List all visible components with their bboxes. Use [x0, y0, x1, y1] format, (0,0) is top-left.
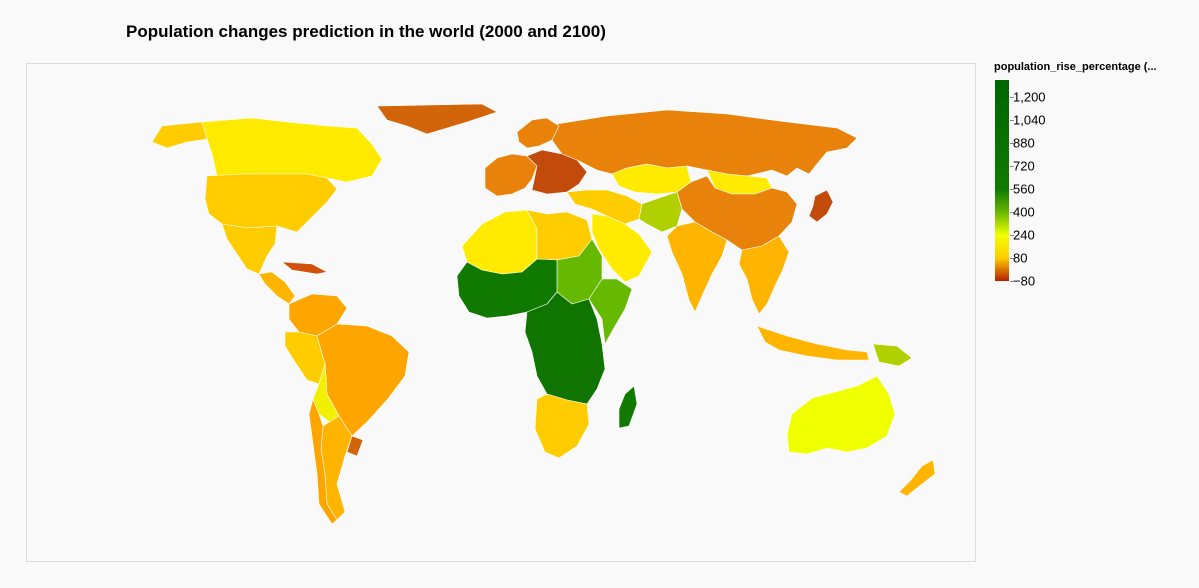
legend-tick-label: 80: [1013, 250, 1028, 266]
legend-tick-mark: [1010, 166, 1014, 168]
region-chile[interactable]: [308, 398, 338, 525]
region-cuba[interactable]: [281, 261, 328, 275]
region-europe-west[interactable]: [484, 153, 538, 197]
legend-tick-mark: [1010, 120, 1014, 122]
region-north-africa[interactable]: [461, 209, 538, 275]
region-greenland[interactable]: [376, 103, 498, 135]
legend-tick-label: 240: [1013, 227, 1035, 243]
legend-tick-mark: [1010, 212, 1014, 214]
region-japan[interactable]: [808, 189, 834, 223]
region-afghanistan-pakistan[interactable]: [638, 191, 683, 233]
region-southeast-asia[interactable]: [738, 235, 790, 315]
region-madagascar[interactable]: [618, 385, 638, 429]
region-europe-east[interactable]: [526, 149, 588, 195]
legend-tick-mark: [1010, 189, 1014, 191]
legend-tick-mark: [1010, 143, 1014, 145]
region-png[interactable]: [872, 343, 913, 367]
region-australia[interactable]: [786, 375, 896, 455]
legend-tick-label: 1,040: [1013, 112, 1046, 128]
region-new-zealand[interactable]: [898, 459, 936, 497]
legend-tick-label: −80: [1013, 273, 1036, 289]
legend-colorbar: [995, 80, 1009, 281]
map-canvas[interactable]: [27, 64, 977, 563]
region-canada[interactable]: [201, 117, 383, 183]
region-uruguay[interactable]: [346, 435, 364, 457]
region-india[interactable]: [666, 221, 728, 313]
region-mexico[interactable]: [221, 223, 278, 275]
region-saudi-arabia[interactable]: [591, 213, 653, 283]
region-southern-africa[interactable]: [534, 393, 590, 459]
region-central-africa[interactable]: [524, 291, 606, 405]
region-scandinavia[interactable]: [516, 117, 560, 149]
legend-tick-label: 560: [1013, 181, 1035, 197]
world-map[interactable]: [26, 63, 976, 562]
legend-tick-label: 400: [1013, 204, 1035, 220]
legend-tick-mark: [1010, 97, 1014, 99]
region-indonesia[interactable]: [756, 325, 870, 361]
legend-tick-mark: [1010, 235, 1014, 237]
legend-tick-mark: [1010, 258, 1014, 260]
region-central-america[interactable]: [258, 271, 296, 305]
region-usa[interactable]: [204, 173, 338, 233]
region-alaska[interactable]: [151, 121, 208, 149]
region-russia[interactable]: [551, 109, 858, 177]
legend-tick-label: 720: [1013, 158, 1035, 174]
legend-tick-label: 880: [1013, 135, 1035, 151]
chart-title: Population changes prediction in the wor…: [126, 22, 606, 41]
legend-tick-mark: [1010, 281, 1014, 282]
region-east-africa[interactable]: [588, 278, 633, 345]
legend-title: population_rise_percentage (...: [994, 61, 1157, 73]
legend-tick-label: 1,200: [1013, 89, 1046, 105]
